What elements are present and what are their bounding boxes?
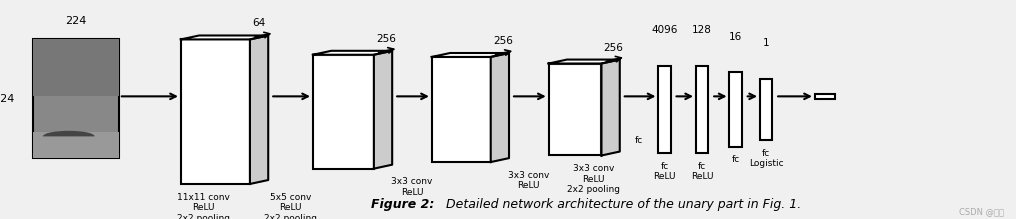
Text: 256: 256 [604,42,624,53]
Text: 3x3 conv
ReLU: 3x3 conv ReLU [391,177,433,197]
Text: fc: fc [635,136,643,145]
Text: 3x3 conv
ReLU: 3x3 conv ReLU [508,171,550,190]
Text: fc
ReLU: fc ReLU [691,162,713,182]
Polygon shape [181,35,268,39]
Text: 256: 256 [493,36,513,46]
Text: 256: 256 [376,34,396,44]
Polygon shape [432,53,509,57]
Bar [696,66,708,153]
Bar [432,57,491,162]
Bar [658,66,671,153]
Text: 16: 16 [728,32,743,42]
Text: fc
Logistic: fc Logistic [749,149,783,168]
Polygon shape [250,35,268,184]
Bar [729,72,742,147]
Polygon shape [549,60,620,64]
Polygon shape [491,53,509,162]
Text: 3x3 conv
ReLU
2x2 pooling: 3x3 conv ReLU 2x2 pooling [567,164,620,194]
Text: fc: fc [732,155,740,164]
Text: 128: 128 [692,25,712,35]
Polygon shape [374,51,392,169]
Bar [815,94,835,99]
Wedge shape [43,131,94,136]
Text: 64: 64 [252,18,265,28]
Bar [33,39,119,158]
Bar [549,64,601,155]
Text: 224: 224 [0,94,15,104]
Bar [181,39,250,184]
Text: 1: 1 [763,38,769,48]
Polygon shape [313,51,392,55]
Bar [313,55,374,169]
Text: 4096: 4096 [651,25,678,35]
Bar [33,39,119,96]
Text: Detailed network architecture of the unary part in Fig. 1.: Detailed network architecture of the una… [442,198,802,211]
Text: Figure 2:: Figure 2: [371,198,434,211]
Bar [760,79,772,140]
Text: fc
ReLU: fc ReLU [653,162,676,182]
Text: 5x5 conv
ReLU
2x2 pooling: 5x5 conv ReLU 2x2 pooling [264,193,317,219]
Text: CSDN @暖焱: CSDN @暖焱 [959,207,1004,216]
Polygon shape [601,60,620,155]
Text: 224: 224 [65,16,86,26]
Bar [33,132,119,158]
Text: 11x11 conv
ReLU
2x2 pooling: 11x11 conv ReLU 2x2 pooling [177,193,230,219]
